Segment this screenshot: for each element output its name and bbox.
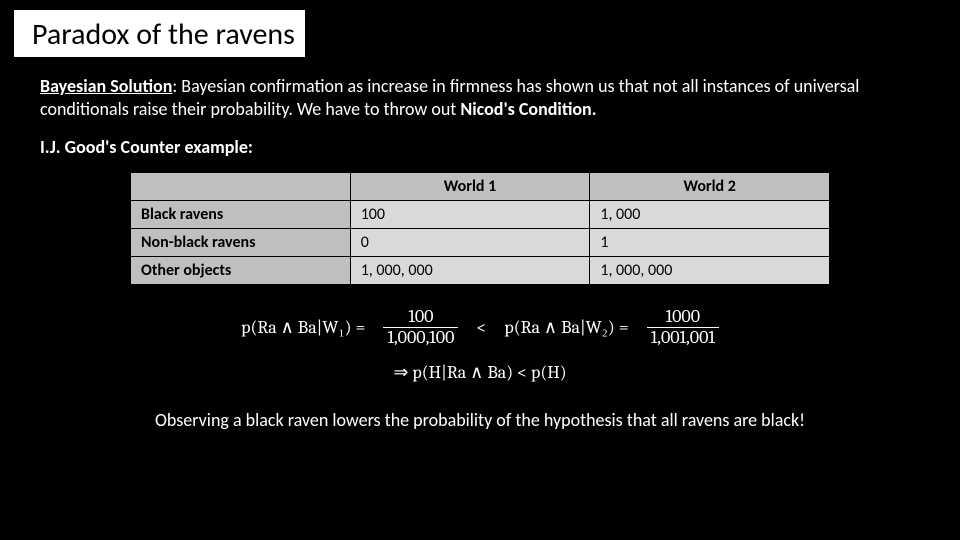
table-header-row: World 1 World 2	[131, 173, 830, 201]
col-world-2: World 2	[590, 173, 830, 201]
table-row: Black ravens 100 1, 000	[131, 201, 830, 229]
para-lead: Bayesian Solution	[40, 75, 172, 97]
table-row: Non-black ravens 0 1	[131, 229, 830, 257]
para-bold: Nicod's Condition.	[460, 98, 596, 120]
math-lhs-frac: 100 1,000,100	[383, 307, 458, 348]
cell: 0	[350, 229, 590, 257]
cell: 100	[350, 201, 590, 229]
counter-example-heading: I.J. Good's Counter example:	[40, 136, 920, 158]
bayesian-solution-paragraph: Bayesian Solution: Bayesian confirmation…	[40, 75, 920, 120]
subhead-text: I.J. Good's Counter example	[40, 136, 248, 158]
cell: 1, 000, 000	[590, 257, 830, 285]
math-rhs-label: p(Ra ∧ Ba|W₂) =	[504, 317, 628, 338]
worlds-table-wrap: World 1 World 2 Black ravens 100 1, 000 …	[130, 172, 830, 285]
math-block: p(Ra ∧ Ba|W₁) = 100 1,000,100 < p(Ra ∧ B…	[40, 307, 920, 383]
frac-den: 1,001,001	[647, 327, 719, 348]
cell: 1, 000, 000	[350, 257, 590, 285]
math-row-1: p(Ra ∧ Ba|W₁) = 100 1,000,100 < p(Ra ∧ B…	[241, 307, 719, 348]
conclusion-text: Observing a black raven lowers the proba…	[40, 409, 920, 431]
cell: 1	[590, 229, 830, 257]
table-row: Other objects 1, 000, 000 1, 000, 000	[131, 257, 830, 285]
math-row-2: ⇒ p(H|Ra ∧ Ba) < p(H)	[40, 362, 920, 383]
subhead-suffix: :	[248, 136, 253, 158]
slide-title: Paradox of the ravens	[14, 10, 305, 57]
col-world-1: World 1	[350, 173, 590, 201]
row-label: Black ravens	[131, 201, 351, 229]
math-lhs-label: p(Ra ∧ Ba|W₁) =	[241, 317, 365, 338]
frac-num: 1000	[662, 307, 704, 327]
worlds-table: World 1 World 2 Black ravens 100 1, 000 …	[130, 172, 830, 285]
table-corner	[131, 173, 351, 201]
frac-num: 100	[404, 307, 437, 327]
math-compare: <	[476, 317, 486, 338]
math-rhs-frac: 1000 1,001,001	[647, 307, 719, 348]
row-label: Non-black ravens	[131, 229, 351, 257]
slide-content: Bayesian Solution: Bayesian confirmation…	[0, 57, 960, 431]
row-label: Other objects	[131, 257, 351, 285]
cell: 1, 000	[590, 201, 830, 229]
frac-den: 1,000,100	[383, 327, 458, 348]
